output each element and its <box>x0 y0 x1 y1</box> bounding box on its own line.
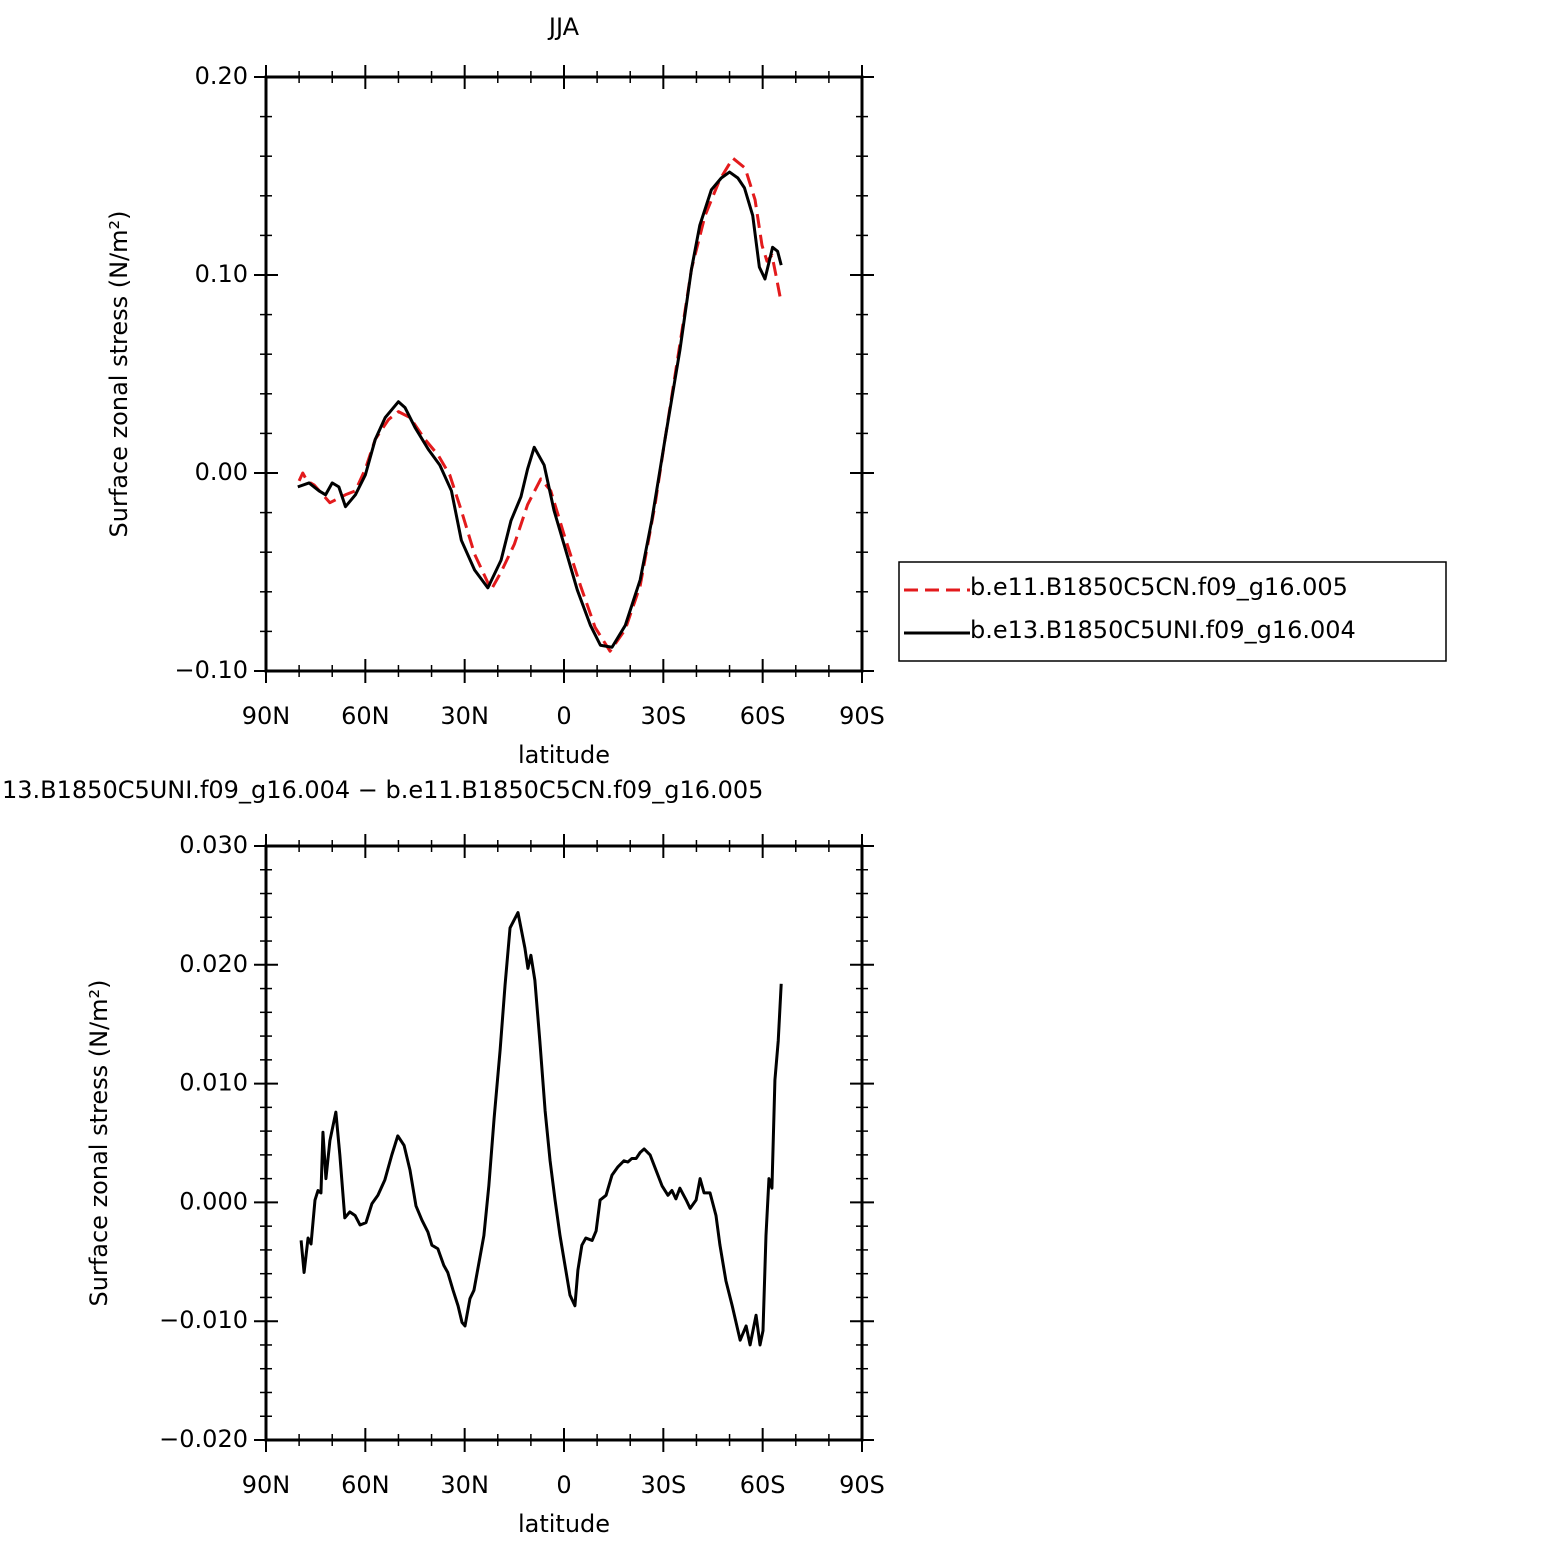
legend-box <box>898 561 1447 662</box>
data-line <box>297 170 783 649</box>
x-tick-label: 60S <box>740 702 786 730</box>
plot-frame <box>264 75 864 673</box>
x-tick-label: 0 <box>556 1471 571 1499</box>
y-tick-label: 0.030 <box>179 831 248 859</box>
x-tick-label: 60N <box>341 1471 390 1499</box>
data-line <box>297 156 783 653</box>
x-tick-label: 90S <box>839 1471 885 1499</box>
data-line <box>299 911 783 1347</box>
legend-label: b.e11.B1850C5CN.f09_g16.005 <box>970 573 1348 601</box>
chart-title: JJA <box>547 13 580 41</box>
x-axis-label: latitude <box>518 1510 610 1538</box>
x-tick-label: 60S <box>740 1471 786 1499</box>
x-tick-label: 30S <box>640 1471 686 1499</box>
y-tick-label: −0.020 <box>159 1425 248 1453</box>
x-tick-label: 90S <box>839 702 885 730</box>
x-axis-label: latitude <box>518 741 610 769</box>
y-tick-label: −0.010 <box>159 1306 248 1334</box>
y-tick-label: 0.000 <box>179 1187 248 1215</box>
y-tick-label: 0.00 <box>195 458 248 486</box>
x-tick-label: 30N <box>440 702 489 730</box>
x-tick-label: 60N <box>341 702 390 730</box>
y-tick-label: 0.20 <box>195 62 248 90</box>
y-axis-label: Surface zonal stress (N/m²) <box>85 980 113 1307</box>
x-tick-label: 90N <box>242 702 291 730</box>
y-tick-label: 0.020 <box>179 950 248 978</box>
x-tick-label: 30S <box>640 702 686 730</box>
y-tick-label: −0.10 <box>174 656 248 684</box>
y-axis-label: Surface zonal stress (N/m²) <box>105 211 133 538</box>
y-tick-label: 0.10 <box>195 260 248 288</box>
legend-label: b.e13.B1850C5UNI.f09_g16.004 <box>970 616 1356 644</box>
chart-title: 13.B1850C5UNI.f09_g16.004 − b.e11.B1850C… <box>2 776 763 804</box>
x-tick-label: 30N <box>440 1471 489 1499</box>
x-tick-label: 90N <box>242 1471 291 1499</box>
x-tick-label: 0 <box>556 702 571 730</box>
y-tick-label: 0.010 <box>179 1069 248 1097</box>
